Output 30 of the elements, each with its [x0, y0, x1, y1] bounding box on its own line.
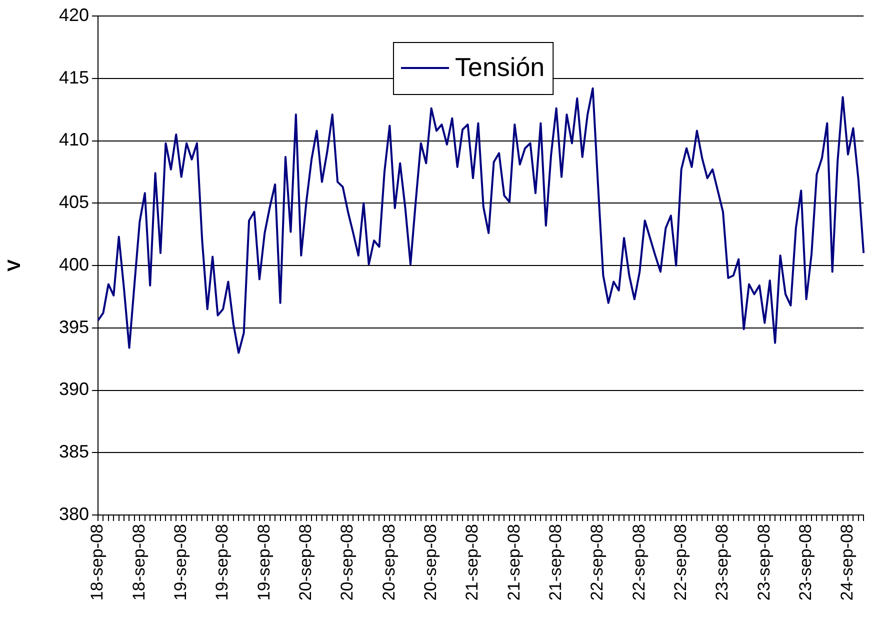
x-tick-label: 21-sep-08	[462, 524, 482, 601]
y-tick-label: 395	[58, 316, 89, 337]
x-tick-label: 21-sep-08	[546, 524, 566, 601]
x-tick-label: 19-sep-08	[254, 524, 274, 601]
y-tick-label: 380	[58, 504, 89, 524]
y-tick-label: 385	[58, 442, 89, 462]
x-tick-label: 22-sep-08	[588, 524, 607, 601]
x-tick-label: 20-sep-08	[421, 524, 440, 601]
y-tick-label: 405	[58, 192, 89, 212]
x-tick-label: 18-sep-08	[88, 524, 107, 601]
x-tick-label: 23-sep-08	[712, 524, 732, 601]
y-tick-label: 410	[58, 130, 89, 150]
x-tick-label: 24-sep-08	[838, 524, 857, 601]
y-tick-label: 400	[58, 254, 89, 274]
x-tick-label: 23-sep-08	[796, 524, 815, 601]
x-tick-label: 21-sep-08	[504, 524, 524, 601]
y-tick-label: 390	[58, 379, 89, 400]
x-tick-label: 20-sep-08	[296, 524, 316, 601]
x-tick-label: 18-sep-08	[129, 524, 148, 601]
x-tick-label: 20-sep-08	[379, 524, 398, 601]
x-tick-label: 22-sep-08	[671, 524, 690, 601]
x-tick-label: 22-sep-08	[629, 524, 648, 601]
x-tick-label: 19-sep-08	[212, 524, 232, 601]
x-tick-label: 19-sep-08	[171, 524, 190, 601]
x-tick-label: 20-sep-08	[338, 524, 357, 601]
legend-label: Tensión	[455, 52, 545, 82]
y-axis-title: V	[4, 259, 24, 272]
x-tick-label: 23-sep-08	[754, 524, 774, 601]
y-tick-label: 420	[58, 4, 89, 25]
y-tick-label: 415	[58, 67, 89, 88]
